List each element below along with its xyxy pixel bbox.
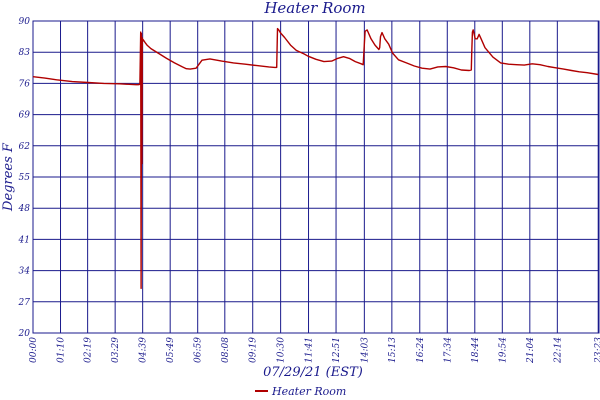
x-tick-label: 16:24 bbox=[416, 337, 426, 363]
x-tick-label: 05:49 bbox=[166, 337, 176, 363]
x-tick-label: 09:19 bbox=[249, 337, 259, 363]
x-tick-label: 03:29 bbox=[111, 337, 121, 363]
y-tick-label: 48 bbox=[18, 204, 31, 214]
x-tick-label: 23:23 bbox=[594, 337, 600, 364]
plot-frame bbox=[32, 20, 600, 334]
x-tick-label: 08:08 bbox=[221, 337, 231, 363]
x-tick-label: 11:41 bbox=[305, 337, 315, 363]
x-tick-label: 06:59 bbox=[194, 337, 204, 363]
legend-label: Heater Room bbox=[271, 385, 346, 398]
y-tick-label: 55 bbox=[19, 173, 31, 183]
x-tick-label: 17:34 bbox=[443, 337, 453, 363]
y-tick-label: 90 bbox=[19, 17, 31, 27]
y-tick-label: 83 bbox=[19, 48, 31, 58]
x-tick-label: 10:30 bbox=[277, 337, 287, 363]
x-axis-label: 07/29/21 (EST) bbox=[263, 365, 363, 380]
y-tick-label: 27 bbox=[18, 298, 31, 308]
series-line-heater-room bbox=[32, 27, 599, 290]
x-tick-label: 21:04 bbox=[526, 337, 536, 364]
series-layer bbox=[32, 27, 599, 290]
y-tick-label: 69 bbox=[19, 111, 31, 121]
y-axis-label: Degrees F bbox=[1, 142, 16, 212]
x-tick-label: 18:44 bbox=[471, 337, 481, 363]
y-tick-label: 76 bbox=[19, 79, 31, 89]
x-tick-label: 22:14 bbox=[553, 337, 563, 364]
legend: Heater Room bbox=[255, 385, 346, 398]
x-tick-label: 14:03 bbox=[360, 337, 370, 363]
x-tick-label: 02:19 bbox=[84, 337, 94, 363]
x-tick-label: 00:00 bbox=[29, 337, 39, 363]
x-tick-label: 04:39 bbox=[139, 337, 149, 363]
y-tick-label: 20 bbox=[18, 329, 31, 339]
chart-title: Heater Room bbox=[263, 0, 365, 17]
x-tick-label: 12:51 bbox=[332, 337, 342, 363]
x-tick-label: 01:10 bbox=[57, 337, 67, 363]
y-tick-label: 34 bbox=[19, 267, 31, 277]
y-tick-labels: 20 27 34 41 48 55 62 69 76 83 90 bbox=[18, 17, 31, 339]
x-tick-labels: 00:00 01:10 02:19 03:29 04:39 05:49 06:59 08:08… bbox=[29, 337, 600, 364]
x-tick-label: 15:13 bbox=[388, 337, 398, 363]
x-tick-label: 19:54 bbox=[498, 337, 508, 363]
y-tick-label: 62 bbox=[19, 142, 31, 152]
y-tick-label: 41 bbox=[18, 235, 30, 245]
